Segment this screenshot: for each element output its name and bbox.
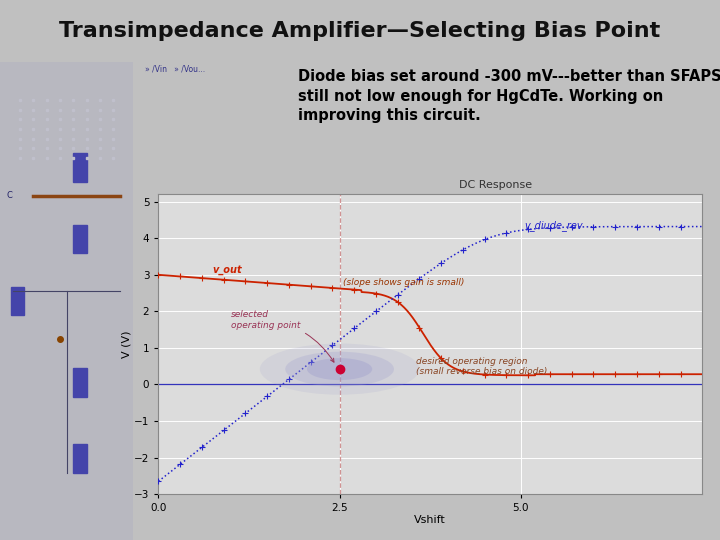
Text: v_out: v_out <box>213 265 243 275</box>
Y-axis label: V (V): V (V) <box>121 330 131 358</box>
Bar <box>73 368 86 396</box>
Text: C: C <box>6 191 12 200</box>
Text: Diode bias set around -300 mV---better than SFAPS,
still not low enough for HgCd: Diode bias set around -300 mV---better t… <box>297 69 720 123</box>
Text: DC Response: DC Response <box>459 180 532 190</box>
Ellipse shape <box>260 343 419 395</box>
X-axis label: Vshift: Vshift <box>414 515 446 524</box>
Text: (slope shows gain is small): (slope shows gain is small) <box>343 278 464 287</box>
Bar <box>73 225 86 253</box>
Text: desired operating region
(small reverse bias on diode): desired operating region (small reverse … <box>415 357 547 376</box>
Text: » /Vin   » /Vou...: » /Vin » /Vou... <box>145 65 205 74</box>
Text: v_diude_rev: v_diude_rev <box>524 220 583 231</box>
Ellipse shape <box>285 352 394 387</box>
Text: Transimpedance Amplifier—Selecting Bias Point: Transimpedance Amplifier—Selecting Bias … <box>59 21 661 41</box>
Bar <box>11 287 24 315</box>
Bar <box>73 153 86 181</box>
Bar <box>73 444 86 473</box>
Text: selected
operating point: selected operating point <box>231 310 334 362</box>
Ellipse shape <box>307 358 372 380</box>
